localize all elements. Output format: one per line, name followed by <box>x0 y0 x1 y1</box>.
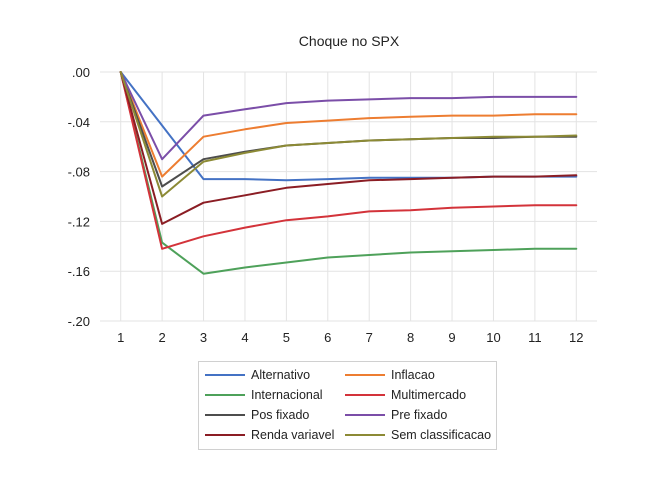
legend-swatch <box>345 394 385 396</box>
x-tick-label: 12 <box>569 330 583 345</box>
legend-swatch <box>345 414 385 416</box>
legend-item: Renda variavel <box>205 425 334 445</box>
legend-item: Multimercado <box>345 385 466 405</box>
legend-swatch <box>345 434 385 436</box>
gridlines <box>100 71 597 322</box>
y-tick-label: -.16 <box>68 264 90 279</box>
legend-swatch <box>205 414 245 416</box>
x-tick-label: 8 <box>407 330 414 345</box>
legend-item: Alternativo <box>205 365 310 385</box>
series-line-renda-variavel <box>119 71 578 225</box>
legend-item: Pre fixado <box>345 405 447 425</box>
y-tick-label: .00 <box>72 65 90 80</box>
legend-label: Inflacao <box>391 368 435 382</box>
y-tick-label: -.12 <box>68 214 90 229</box>
series-line-pre-fixado <box>119 71 578 161</box>
series-line-pos-fixado <box>119 71 578 188</box>
y-tick-label: -.08 <box>68 165 90 180</box>
x-tick-label: 4 <box>241 330 248 345</box>
series-lines <box>119 71 578 275</box>
legend-swatch <box>205 374 245 376</box>
legend-item: Internacional <box>205 385 323 405</box>
x-axis-ticks: 1 2 3 4 5 6 7 8 9 10 11 12 <box>117 330 583 345</box>
series-line-sem-classificacao <box>119 71 578 198</box>
legend-item: Pos fixado <box>205 405 309 425</box>
legend-label: Sem classificacao <box>391 428 492 442</box>
series-line-inflacao <box>119 71 578 178</box>
x-tick-label: 7 <box>366 330 373 345</box>
x-tick-label: 3 <box>200 330 207 345</box>
legend-swatch <box>205 434 245 436</box>
legend-item: Sem classificacao <box>345 425 491 445</box>
legend-label: Multimercado <box>391 388 467 402</box>
legend-item: Inflacao <box>345 365 435 385</box>
y-tick-label: -.20 <box>68 314 90 329</box>
x-tick-label: 11 <box>528 330 542 345</box>
x-tick-label: 5 <box>283 330 290 345</box>
legend-label: Pos fixado <box>251 408 310 422</box>
y-axis-ticks: .00 -.04 -.08 -.12 -.16 -.20 <box>68 65 90 329</box>
legend-swatch <box>205 394 245 396</box>
x-tick-label: 1 <box>117 330 124 345</box>
legend-swatch <box>345 374 385 376</box>
x-tick-label: 9 <box>448 330 455 345</box>
legend-label: Internacional <box>251 388 323 402</box>
series-line-multimercado <box>119 71 578 250</box>
x-tick-label: 6 <box>324 330 331 345</box>
chart-title: Choque no SPX <box>299 33 400 49</box>
legend-label: Alternativo <box>251 368 311 382</box>
legend: Alternativo Inflacao Internacional Multimer… <box>198 361 497 450</box>
legend-label: Renda variavel <box>251 428 335 442</box>
legend-label: Pre fixado <box>391 408 448 422</box>
series-line-internacional <box>119 71 578 275</box>
x-tick-label: 2 <box>159 330 166 345</box>
x-tick-label: 10 <box>486 330 500 345</box>
y-tick-label: -.04 <box>68 115 90 130</box>
series-line-alternativo <box>119 71 578 182</box>
